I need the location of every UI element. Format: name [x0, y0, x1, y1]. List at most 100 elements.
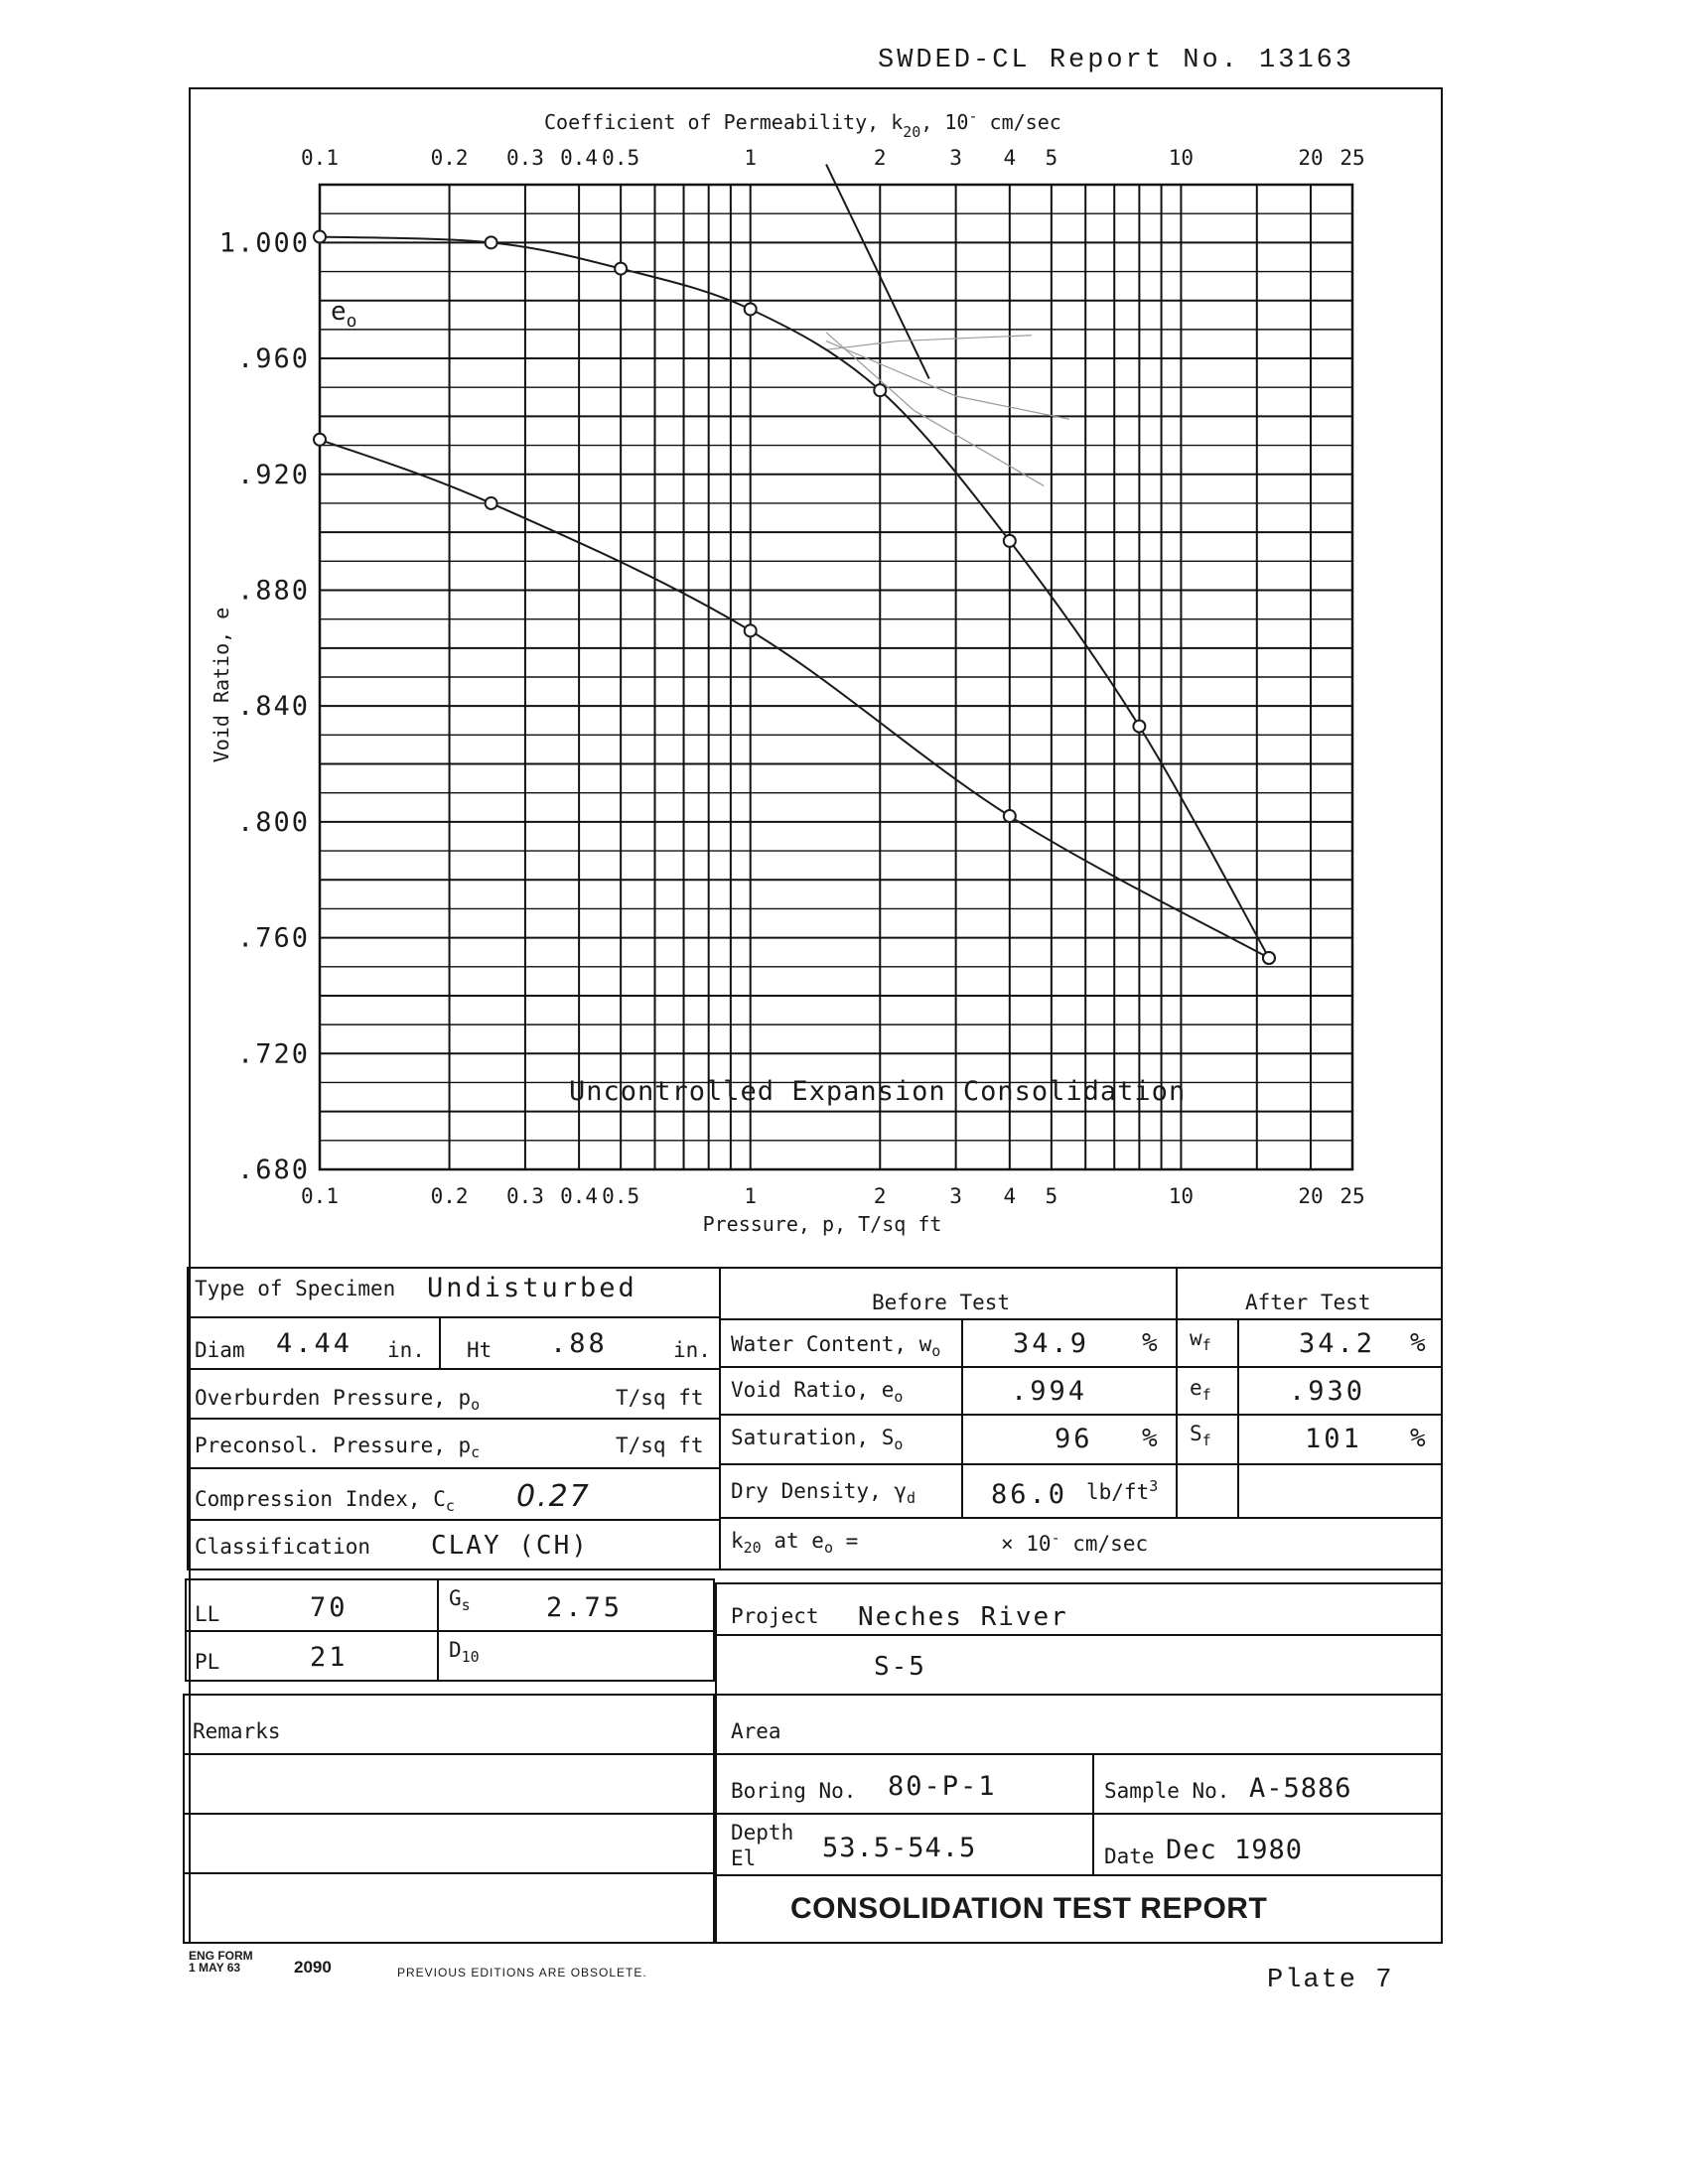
data-point [313, 432, 327, 447]
project-label: Project [731, 1604, 819, 1628]
void-ratio-label-cell: Void Ratio, eo [719, 1366, 963, 1416]
data-point [1002, 809, 1017, 824]
void-ratio-sub: o [894, 1388, 904, 1407]
classification-label: Classification [195, 1535, 371, 1559]
water-content-percent: % [1142, 1328, 1158, 1358]
dry-density-sup: 3 [1149, 1477, 1159, 1495]
sample-cell: Sample No. A-5886 [1092, 1753, 1443, 1815]
wf-value-cell: 34.2 % [1237, 1318, 1443, 1368]
type-of-specimen-value: Undisturbed [427, 1273, 637, 1303]
data-point [873, 383, 888, 398]
sample-label: Sample No. [1104, 1779, 1230, 1803]
x-axis-title: Pressure, p, T/sq ft [703, 1212, 942, 1236]
compression-row: Compression Index, Cc 0.27 [187, 1467, 721, 1521]
saturation-label: Saturation, S [731, 1426, 895, 1449]
top-tick-label: 0.3 [506, 146, 544, 170]
water-content-label: Water Content, w [731, 1332, 932, 1356]
boring-label: Boring No. [731, 1779, 857, 1803]
overburden-row: Overburden Pressure, po T/sq ft [187, 1368, 721, 1420]
sf-value: 101 [1305, 1424, 1362, 1454]
ll-value: 70 [310, 1592, 349, 1623]
project-row: Project Neches River [715, 1582, 1443, 1636]
bottom-tick-label: 2 [874, 1184, 887, 1208]
gs-value: 2.75 [546, 1592, 624, 1623]
overburden-units: T/sq ft [616, 1386, 704, 1410]
date-label: Date [1104, 1844, 1155, 1868]
bottom-axis-ticks: 0.1 0.2 0.3 0.4 0.5 1 2 3 4 5 10 20 25 [301, 1184, 1365, 1208]
report-title: CONSOLIDATION TEST REPORT [790, 1892, 1268, 1925]
type-of-specimen-label: Type of Specimen [195, 1277, 396, 1300]
water-content-sub: o [931, 1342, 941, 1361]
gs-cell: Gs 2.75 [437, 1578, 715, 1632]
data-point [1002, 533, 1017, 548]
ef-label-cell: ef [1176, 1366, 1239, 1416]
dry-density-label-cell: Dry Density, γd [719, 1463, 963, 1519]
bottom-tick-label: 0.3 [506, 1184, 544, 1208]
dry-density-value: 86.0 [991, 1479, 1068, 1510]
bottom-tick-label: 5 [1046, 1184, 1058, 1208]
ht-cell: Ht .88 in. [439, 1316, 721, 1370]
y-axis-ticks: 1.000 .960 .920 .880 .840 .800 .760 .720 .680 [219, 227, 308, 1185]
sf-label-cell: Sf [1176, 1414, 1239, 1465]
k20-end: cm/sec [1059, 1532, 1149, 1556]
ef-sub: f [1201, 1386, 1211, 1405]
diam-label: Diam [195, 1338, 245, 1362]
void-ratio-value: .994 [1011, 1376, 1088, 1407]
obsolete-notice: PREVIOUS EDITIONS ARE OBSOLETE. [397, 1966, 647, 1979]
remarks-line-2 [183, 1813, 715, 1874]
plate-number: Plate 7 [1267, 1966, 1394, 1995]
ll-label: LL [195, 1602, 220, 1626]
remarks-cell: Remarks [183, 1694, 715, 1755]
saturation-percent: % [1142, 1424, 1158, 1453]
d10-sub: 10 [461, 1648, 480, 1667]
after-empty-cell-2 [1237, 1463, 1443, 1519]
data-point [614, 261, 629, 276]
after-test-label: After Test [1245, 1291, 1371, 1314]
top-axis-title: Coefficient of Permeability, k20, 10- cm… [544, 107, 1061, 141]
ef-value-cell: .930 [1237, 1366, 1443, 1416]
top-tick-label: 1 [744, 146, 757, 170]
specimen-row: Type of Specimen Undisturbed [187, 1267, 721, 1318]
boring-value: 80-P-1 [888, 1771, 997, 1802]
void-ratio-label: Void Ratio, e [731, 1378, 895, 1402]
pl-cell: PL 21 [185, 1630, 439, 1682]
data-point [1132, 719, 1147, 734]
form-date: 1 MAY 63 [189, 1961, 241, 1975]
saturation-sub: o [894, 1435, 904, 1454]
wf-value: 34.2 [1299, 1328, 1376, 1359]
data-point [313, 229, 327, 244]
depth-cell: Depth El 53.5-54.5 [715, 1813, 1094, 1876]
after-test-header: After Test [1176, 1267, 1443, 1320]
k20-at-sub: o [823, 1539, 833, 1558]
series-line [319, 235, 1270, 959]
bottom-tick-label: 4 [1003, 1184, 1016, 1208]
project-line2-value: S-5 [874, 1652, 926, 1682]
top-tick-label: 20 [1298, 146, 1323, 170]
remarks-line-1 [183, 1753, 715, 1815]
k20-eq: = [832, 1529, 859, 1553]
data-point [1261, 951, 1276, 966]
top-tick-label: 0.5 [602, 146, 639, 170]
water-content-value-cell: 34.9 % [961, 1318, 1178, 1368]
construction-lines [825, 164, 1069, 486]
y-axis-title: Void Ratio, e [210, 608, 233, 763]
bottom-tick-label: 0.2 [431, 1184, 469, 1208]
k20-label: k [731, 1529, 744, 1553]
saturation-value: 96 [1055, 1424, 1093, 1454]
series-line [319, 438, 1270, 959]
saturation-label-cell: Saturation, So [719, 1414, 963, 1465]
preconsol-sub: c [471, 1443, 481, 1462]
dry-density-label: Dry Density, γ [731, 1479, 908, 1503]
boring-cell: Boring No. 80-P-1 [715, 1753, 1094, 1815]
k20-sub: 20 [743, 1539, 762, 1558]
wf-label: w [1190, 1326, 1202, 1350]
sf-percent: % [1410, 1424, 1426, 1453]
data-series [313, 229, 1276, 966]
depth-value: 53.5-54.5 [822, 1833, 977, 1863]
diam-cell: Diam 4.44 in. [187, 1316, 441, 1370]
compression-label: Compression Index, C [195, 1487, 446, 1511]
water-content-label-cell: Water Content, wo [719, 1318, 963, 1368]
ef-label: e [1190, 1376, 1202, 1400]
preconsol-label: Preconsol. Pressure, p [195, 1433, 472, 1457]
